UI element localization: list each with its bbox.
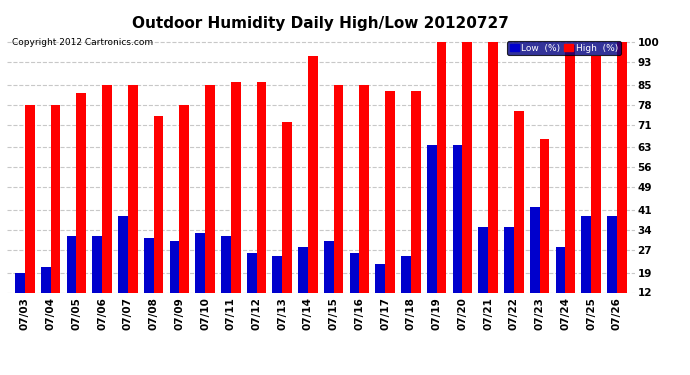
Bar <box>25 105 34 327</box>
Legend: Low  (%), High  (%): Low (%), High (%) <box>507 41 621 55</box>
Bar <box>411 91 421 327</box>
Bar <box>205 85 215 327</box>
Bar <box>144 238 154 327</box>
Bar <box>170 242 179 327</box>
Bar <box>221 236 230 327</box>
Bar <box>282 122 292 327</box>
Bar <box>478 227 488 327</box>
Bar <box>195 233 205 327</box>
Bar <box>324 242 334 327</box>
Bar <box>401 255 411 327</box>
Bar <box>41 267 50 327</box>
Bar <box>504 227 514 327</box>
Bar <box>350 253 359 327</box>
Bar <box>50 105 61 327</box>
Bar <box>617 42 627 327</box>
Bar <box>15 273 25 327</box>
Bar <box>488 42 498 327</box>
Bar <box>427 145 437 327</box>
Bar <box>92 236 102 327</box>
Bar <box>334 85 344 327</box>
Bar <box>298 247 308 327</box>
Bar <box>540 139 549 327</box>
Bar <box>530 207 540 327</box>
Bar <box>565 45 575 327</box>
Bar <box>453 145 462 327</box>
Bar <box>77 93 86 327</box>
Bar <box>247 253 257 327</box>
Title: Outdoor Humidity Daily High/Low 20120727: Outdoor Humidity Daily High/Low 20120727 <box>132 16 509 31</box>
Bar <box>555 247 565 327</box>
Bar <box>514 111 524 327</box>
Bar <box>102 85 112 327</box>
Bar <box>257 82 266 327</box>
Bar <box>607 216 617 327</box>
Bar <box>179 105 189 327</box>
Bar <box>67 236 77 327</box>
Bar <box>385 91 395 327</box>
Bar <box>437 42 446 327</box>
Bar <box>308 57 318 327</box>
Bar <box>581 216 591 327</box>
Bar <box>128 85 137 327</box>
Bar <box>462 42 472 327</box>
Bar <box>591 57 601 327</box>
Bar <box>359 85 369 327</box>
Bar <box>375 264 385 327</box>
Bar <box>273 255 282 327</box>
Bar <box>154 116 164 327</box>
Bar <box>230 82 241 327</box>
Text: Copyright 2012 Cartronics.com: Copyright 2012 Cartronics.com <box>12 38 153 47</box>
Bar <box>118 216 128 327</box>
